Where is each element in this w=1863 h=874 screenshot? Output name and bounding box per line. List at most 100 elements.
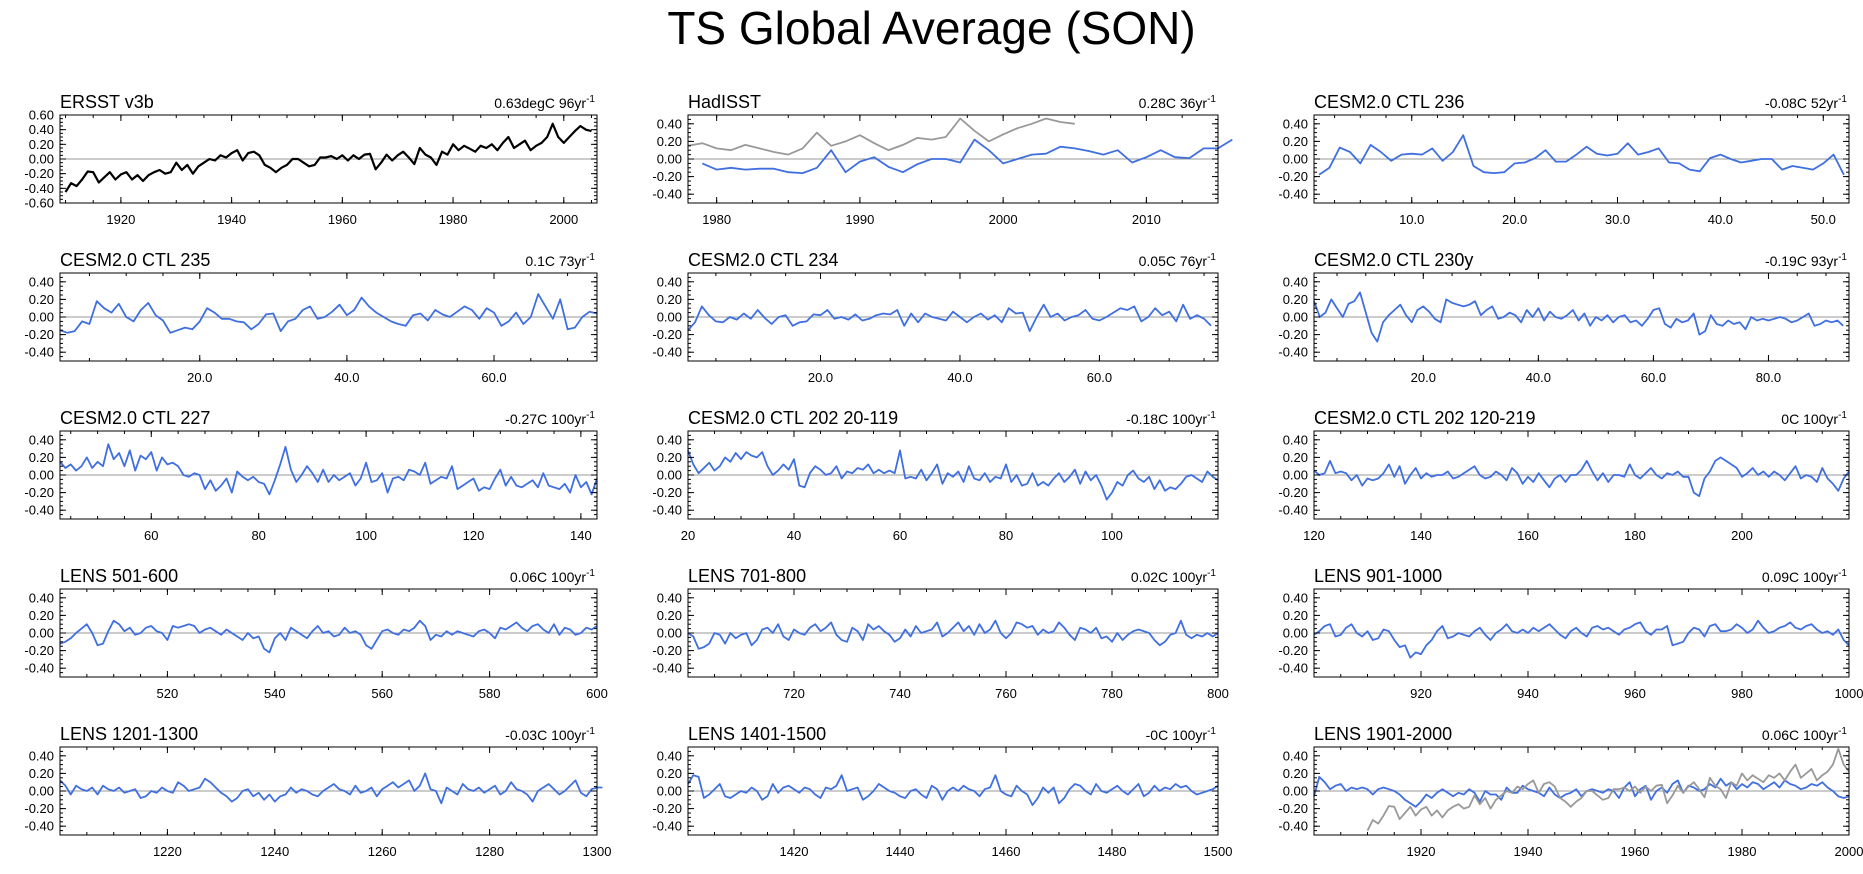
panel-trend: 0.05C 76yr-1 <box>1139 252 1217 269</box>
panel-title: HadISST <box>688 92 761 112</box>
y-tick-label: -0.40 <box>24 819 54 834</box>
trend-value: 0.63degC 96yr <box>494 95 586 111</box>
y-tick-label: -0.40 <box>1278 345 1308 360</box>
panel-title: LENS 1901-2000 <box>1314 724 1452 744</box>
series-line-0 <box>59 293 598 334</box>
y-tick-label: 0.20 <box>1283 134 1308 149</box>
y-tick-label: 0.20 <box>29 766 54 781</box>
y-tick-label: 0.20 <box>657 608 682 623</box>
x-tick-label: 1920 <box>1407 844 1436 859</box>
x-tick-label: 1980 <box>439 212 468 227</box>
x-tick-label: 1260 <box>368 844 397 859</box>
trend-value: 0C 100yr <box>1781 411 1838 427</box>
x-tick-label: 140 <box>1410 528 1432 543</box>
panel-4: CESM2.0 CTL 234 0.05C 76yr-1 -0.40 -0.20 0.0… <box>652 250 1219 385</box>
panel-title: LENS 901-1000 <box>1314 566 1442 586</box>
x-tick-label: 180 <box>1624 528 1646 543</box>
y-tick-label: 0.40 <box>657 432 682 447</box>
trend-exponent: -1 <box>586 410 595 421</box>
x-tick-label: 1990 <box>845 212 874 227</box>
series-line-0 <box>1313 456 1850 498</box>
trend-value: 0.06C 100yr <box>510 569 587 585</box>
y-tick-label: 0.20 <box>657 292 682 307</box>
panel-0: ERSST v3b 0.63degC 96yr-1-0.60-0.40-0.200… <box>24 92 598 227</box>
x-tick-label: 580 <box>479 686 501 701</box>
x-tick-label: 1940 <box>217 212 246 227</box>
y-tick-label: -0.20 <box>24 643 54 658</box>
x-tick-label: 940 <box>1517 686 1539 701</box>
x-tick-label: 60 <box>144 528 158 543</box>
panel-trend: -0.08C 52yr-1 <box>1765 94 1847 111</box>
trend-exponent: -1 <box>586 726 595 737</box>
panel-14: LENS 1901-2000 0.06C 100yr-1 -0.40 -0.20 0.0… <box>1278 724 1863 859</box>
y-tick-label: 0.40 <box>1283 432 1308 447</box>
x-tick-label: 1240 <box>260 844 289 859</box>
series-line-0 <box>64 122 592 193</box>
x-tick-label: 80 <box>251 528 265 543</box>
y-tick-label: 0.00 <box>657 468 682 483</box>
figure-title: TS Global Average (SON) <box>667 2 1196 54</box>
x-tick-label: 720 <box>783 686 805 701</box>
y-tick-label: 0.00 <box>657 784 682 799</box>
y-tick-label: 0.00 <box>29 784 54 799</box>
series-line-0 <box>687 449 1219 501</box>
x-tick-label: 1220 <box>153 844 182 859</box>
x-tick-label: 40.0 <box>1526 370 1551 385</box>
trend-exponent: -1 <box>1207 410 1216 421</box>
y-tick-label: 0.40 <box>29 432 54 447</box>
y-tick-label: -0.40 <box>1278 187 1308 202</box>
panel-trend: 0.1C 73yr-1 <box>525 252 595 269</box>
panel-title: CESM2.0 CTL 234 <box>688 250 838 270</box>
y-tick-label: -0.40 <box>1278 819 1308 834</box>
y-tick-label: 0.40 <box>657 274 682 289</box>
y-tick-label: 0.40 <box>29 748 54 763</box>
trend-value: 0.06C 100yr <box>1762 727 1839 743</box>
panel-title: CESM2.0 CTL 227 <box>60 408 210 428</box>
trend-value: 0.28C 36yr <box>1139 95 1208 111</box>
x-tick-label: 920 <box>1410 686 1432 701</box>
panel-title: CESM2.0 CTL 230y <box>1314 250 1473 270</box>
y-tick-label: 0.00 <box>29 310 54 325</box>
x-tick-label: 20.0 <box>187 370 212 385</box>
series-line-0 <box>1313 619 1850 659</box>
panel-trend: -0.19C 93yr-1 <box>1765 252 1847 269</box>
x-tick-label: 1440 <box>886 844 915 859</box>
x-tick-label: 60.0 <box>1641 370 1666 385</box>
trend-exponent: -1 <box>586 568 595 579</box>
y-tick-label: -0.40 <box>652 345 682 360</box>
y-tick-label: 0.60 <box>29 108 54 123</box>
x-tick-label: 50.0 <box>1811 212 1836 227</box>
trend-value: -0C 100yr <box>1146 727 1208 743</box>
x-tick-label: 60.0 <box>1087 370 1112 385</box>
panel-3: CESM2.0 CTL 235 0.1C 73yr-1 -0.40 -0.20 0.00… <box>24 250 598 385</box>
y-tick-label: -0.40 <box>652 819 682 834</box>
x-tick-label: 2010 <box>1132 212 1161 227</box>
x-tick-label: 1940 <box>1514 844 1543 859</box>
x-tick-label: 20.0 <box>808 370 833 385</box>
panel-trend: -0.18C 100yr-1 <box>1126 410 1216 427</box>
panel-title: LENS 701-800 <box>688 566 806 586</box>
y-tick-label: -0.20 <box>24 801 54 816</box>
y-tick-label: -0.40 <box>24 345 54 360</box>
y-tick-label: 0.00 <box>1283 784 1308 799</box>
panel-12: LENS 1201-1300 -0.03C 100yr-1 -0.40 -0.20 0.… <box>24 724 611 859</box>
x-tick-label: 2000 <box>1835 844 1863 859</box>
x-tick-label: 20 <box>681 528 695 543</box>
x-tick-label: 1980 <box>702 212 731 227</box>
panel-trend: 0.06C 100yr-1 <box>1762 726 1848 743</box>
panel-5: CESM2.0 CTL 230y -0.19C 93yr-1 -0.40 -0.20 0… <box>1278 250 1850 385</box>
panel-title: LENS 1401-1500 <box>688 724 826 744</box>
trend-exponent: -1 <box>1838 94 1847 105</box>
y-tick-label: 0.40 <box>657 590 682 605</box>
trend-value: -0.08C 52yr <box>1765 95 1838 111</box>
panel-9: LENS 501-600 0.06C 100yr-1 -0.40 -0.20 0.00 0… <box>24 566 607 701</box>
y-tick-label: 0.00 <box>29 468 54 483</box>
x-tick-label: 140 <box>570 528 592 543</box>
y-tick-label: -0.40 <box>24 503 54 518</box>
trend-exponent: -1 <box>1838 252 1847 263</box>
y-tick-label: -0.20 <box>652 485 682 500</box>
trend-exponent: -1 <box>1207 568 1216 579</box>
x-tick-label: 60.0 <box>481 370 506 385</box>
y-tick-label: -0.40 <box>24 181 54 196</box>
